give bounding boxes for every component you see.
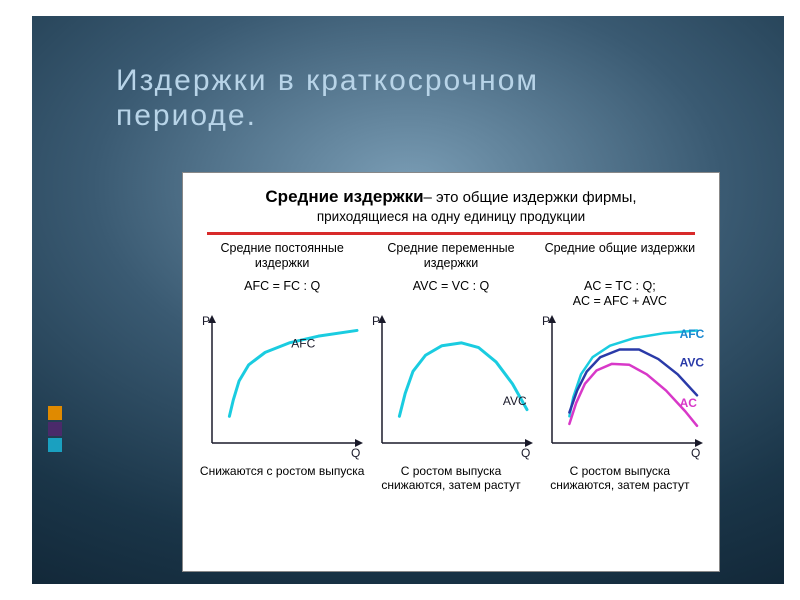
formula-3a: AC = TC : Q;	[584, 279, 656, 293]
card-heading-rest: – это общие издержки фирмы,	[424, 189, 637, 206]
formula-2: AVC = VC : Q	[368, 279, 534, 309]
svg-text:P: P	[542, 314, 550, 328]
formula-3: AC = TC : Q; AC = AFC + AVC	[537, 279, 703, 309]
column-headers: Средние постоянные издержки Средние пере…	[189, 239, 713, 271]
chart-3: P Q AFC AVC AC	[537, 311, 705, 461]
formula-1: AFC = FC : Q	[199, 279, 365, 309]
svg-text:Q: Q	[691, 446, 700, 460]
divider	[207, 232, 695, 235]
slide-title: Издержки в краткосрочном периоде.	[116, 64, 539, 133]
chart-1: P Q AFC	[197, 311, 365, 461]
svg-text:P: P	[372, 314, 380, 328]
title-line-2: периоде.	[116, 99, 257, 132]
column-footers: Снижаются с ростом выпуска С ростом выпу…	[189, 461, 713, 493]
title-line-1: Издержки в краткосрочном	[116, 64, 539, 97]
decor-square-1	[48, 406, 62, 420]
charts-row: P Q AFC P Q AVC P Q AFC AVC AC	[189, 311, 713, 461]
decor-square-2	[48, 422, 62, 436]
content-card: Средние издержки– это общие издержки фир…	[182, 172, 720, 572]
svg-text:AFC: AFC	[680, 327, 705, 341]
card-heading: Средние издержки– это общие издержки фир…	[189, 187, 713, 207]
svg-text:AFC: AFC	[291, 337, 315, 351]
footer-3: С ростом выпуска снижаются, затем растут	[537, 465, 703, 493]
svg-text:AC: AC	[680, 396, 698, 410]
card-subheading: приходящиеся на одну единицу продукции	[189, 209, 713, 224]
slide-background: Издержки в краткосрочном периоде. Средни…	[0, 0, 800, 600]
svg-text:Q: Q	[521, 446, 530, 460]
sidebar-decor	[48, 406, 62, 452]
svg-text:P: P	[202, 314, 210, 328]
formula-3b: AC = AFC + AVC	[573, 294, 667, 308]
svg-text:Q: Q	[351, 446, 360, 460]
col-header-3: Средние общие издержки	[537, 241, 703, 271]
svg-text:AVC: AVC	[680, 356, 705, 370]
svg-text:AVC: AVC	[503, 394, 527, 408]
column-formulas: AFC = FC : Q AVC = VC : Q AC = TC : Q; A…	[189, 277, 713, 309]
footer-2: С ростом выпуска снижаются, затем растут	[368, 465, 534, 493]
col-header-1: Средние постоянные издержки	[199, 241, 365, 271]
card-heading-bold: Средние издержки	[265, 187, 423, 206]
decor-square-3	[48, 438, 62, 452]
col-header-2: Средние переменные издержки	[368, 241, 534, 271]
footer-1: Снижаются с ростом выпуска	[199, 465, 365, 493]
chart-2: P Q AVC	[367, 311, 535, 461]
